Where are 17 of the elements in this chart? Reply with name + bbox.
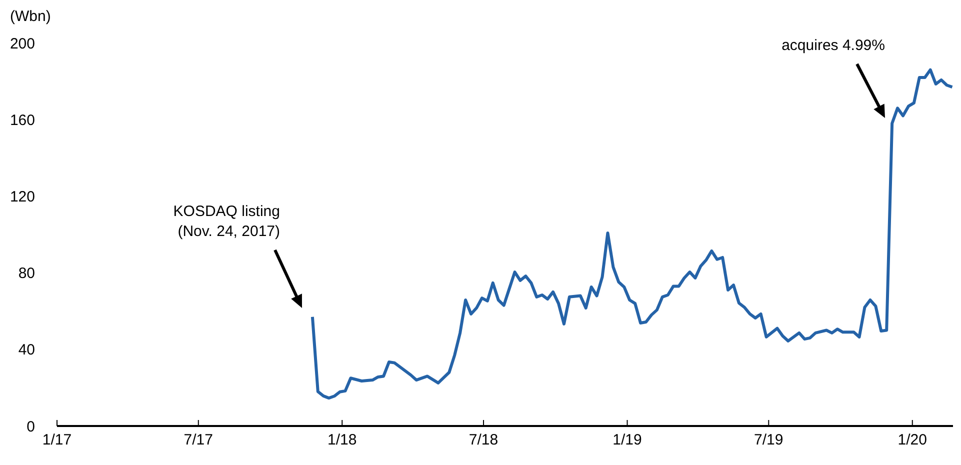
x-tick-label: 1/20 bbox=[898, 432, 927, 449]
y-tick-label: 40 bbox=[18, 342, 35, 359]
x-tick-label: 7/19 bbox=[754, 432, 784, 449]
x-tick-label: 1/19 bbox=[612, 432, 642, 449]
x-tick-label: 7/18 bbox=[468, 432, 498, 449]
x-tick-label: 7/17 bbox=[184, 432, 213, 449]
annotation: acquires 4.99% bbox=[782, 37, 885, 54]
y-tick-label: 0 bbox=[26, 418, 35, 436]
line-series bbox=[310, 68, 953, 400]
y-tick-label: 200 bbox=[10, 35, 35, 52]
y-tick-label: 160 bbox=[10, 112, 35, 129]
annotation: KOSDAQ listing (Nov. 24, 2017) bbox=[173, 203, 280, 240]
x-tick-label: 1/18 bbox=[328, 432, 357, 449]
x-tick-label: 1/17 bbox=[42, 432, 72, 449]
y-tick-label: 120 bbox=[10, 188, 35, 206]
y-tick-label: 80 bbox=[18, 265, 35, 282]
y-axis-title: (Wbn) bbox=[10, 8, 51, 25]
